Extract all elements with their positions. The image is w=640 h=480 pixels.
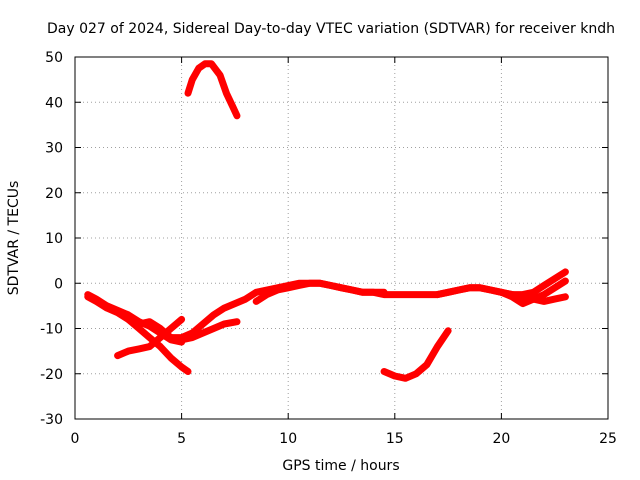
grid (75, 57, 608, 419)
y-tick-label: 0 (54, 276, 63, 292)
y-tick-label: -20 (40, 367, 63, 383)
y-tick-label: -10 (40, 322, 63, 338)
x-tick-label: 0 (71, 431, 80, 447)
series-line-arc-3 (116, 317, 184, 358)
x-tick-label: 5 (177, 431, 186, 447)
y-tick-label: -30 (40, 412, 63, 428)
y-axis-title: SDTVAR / TECUs (6, 181, 22, 296)
y-tick-label: 10 (45, 231, 63, 247)
y-tick-label: 50 (45, 50, 63, 66)
series-band-arc-8 (380, 327, 452, 382)
plot-frame (74, 56, 609, 420)
x-tick-label: 10 (279, 431, 297, 447)
series-line-arc-5 (186, 62, 239, 118)
ticks (74, 56, 609, 420)
series-line-arc-8 (382, 329, 450, 380)
x-tick-label: 15 (386, 431, 404, 447)
y-tick-label: 40 (45, 95, 63, 111)
tick-labels: 0 5 10 15 20 25 -30 -20 -10 0 10 20 30 40 50 (40, 50, 617, 447)
series-line-arc-10 (499, 279, 567, 306)
y-tick-label: 20 (45, 186, 63, 202)
x-tick-label: 25 (599, 431, 617, 447)
y-tick-label: 30 (45, 141, 63, 157)
x-axis-title: GPS time / hours (282, 458, 399, 474)
series-layer (84, 60, 569, 382)
x-tick-label: 20 (492, 431, 510, 447)
chart-title: Day 027 of 2024, Sidereal Day-to-day VTE… (47, 21, 615, 37)
